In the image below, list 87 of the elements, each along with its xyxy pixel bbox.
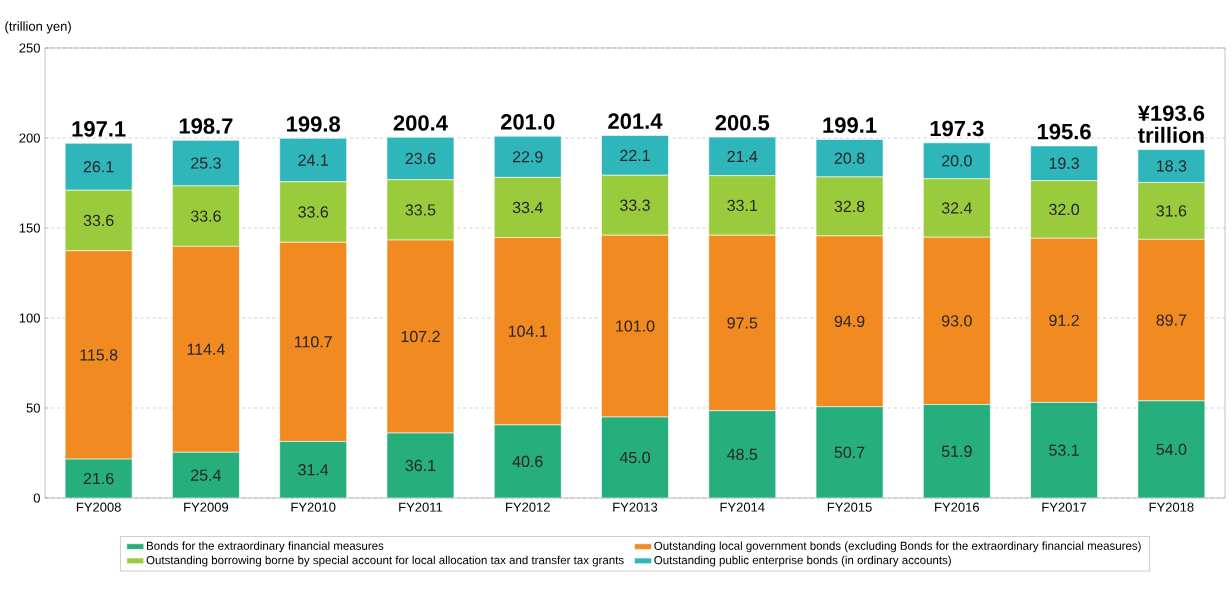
data-label: 33.3	[620, 199, 650, 211]
data-label: 114.4	[187, 343, 225, 355]
legend-label: Outstanding borrowing borne by special account for local allocation tax and transfer tax grants	[146, 555, 624, 567]
data-label: 50.7	[834, 446, 865, 459]
x-tick-label: FY2014	[720, 502, 765, 512]
data-label: 24.1	[298, 154, 328, 166]
total-label: 200.4	[393, 115, 448, 131]
data-label: 104.1	[508, 325, 547, 337]
data-label: 53.1	[1049, 444, 1079, 456]
data-label: 94.9	[834, 315, 865, 327]
bar	[172, 451, 240, 498]
x-tick-label: FY2017	[1042, 502, 1087, 512]
data-label: 32.0	[1049, 203, 1080, 216]
x-tick-label: FY2011	[399, 502, 443, 512]
data-label: 48.5	[727, 448, 758, 461]
total-label: 200.5	[715, 114, 770, 131]
y-axis-title: (trillion yen)	[5, 21, 71, 34]
bar	[815, 406, 884, 498]
x-tick-label: FY2008	[76, 502, 121, 512]
data-label: 33.6	[83, 214, 114, 227]
y-tick-label: 0	[33, 493, 40, 503]
data-label: 22.1	[620, 149, 650, 161]
total-label: 199.1	[823, 117, 877, 133]
total-label: 201.4	[608, 113, 663, 129]
legend-label: Outstanding public enterprise bonds (in ordinary accounts)	[654, 555, 951, 567]
data-label: 19.3	[1049, 157, 1079, 169]
total-label: 197.1	[72, 121, 126, 137]
x-tick-label: FY2016	[935, 502, 980, 512]
total-label: 198.7	[179, 118, 233, 134]
x-tick-label: FY2012	[506, 502, 550, 512]
data-label: 33.5	[405, 204, 436, 216]
data-label: 20.8	[834, 152, 865, 164]
x-tick-label: FY2013	[613, 502, 658, 512]
x-tick-label: FY2009	[184, 502, 229, 512]
total-label: ¥193.6 trillion	[1137, 105, 1205, 143]
y-tick-label: 200	[19, 133, 40, 143]
bar	[708, 410, 777, 498]
data-label: 32.4	[941, 202, 972, 214]
data-label: 93.0	[942, 315, 972, 327]
y-tick-label: 100	[19, 313, 40, 323]
data-label: 23.6	[405, 152, 436, 165]
data-label: 21.6	[83, 472, 114, 485]
total-label: 201.0	[500, 114, 555, 130]
data-label: 115.8	[80, 349, 118, 361]
y-tick-label: 250	[19, 43, 40, 53]
data-label: 97.5	[727, 317, 758, 329]
data-label: 33.6	[190, 210, 221, 222]
total-label: 197.3	[930, 120, 984, 137]
x-tick-label: FY2010	[291, 502, 336, 512]
bar	[1137, 400, 1206, 498]
data-label: 101.0	[616, 320, 655, 332]
data-label: 25.4	[191, 469, 222, 481]
bar	[386, 433, 454, 498]
data-label: 31.4	[298, 464, 329, 476]
bar	[279, 441, 347, 498]
data-label: 32.8	[834, 200, 865, 213]
data-label: 33.4	[512, 201, 543, 214]
data-label: 54.0	[1156, 443, 1187, 456]
y-tick-label: 150	[19, 223, 40, 233]
data-label: 18.3	[1157, 160, 1187, 172]
data-label: 31.6	[1156, 205, 1187, 217]
data-label: 110.7	[294, 336, 332, 348]
x-tick-label: FY2015	[827, 502, 872, 512]
data-label: 21.4	[727, 150, 758, 162]
data-label: 33.1	[727, 199, 758, 212]
data-label: 33.6	[298, 206, 329, 218]
total-label: 199.8	[287, 116, 341, 132]
legend-label: Outstanding local government bonds (excluding Bonds for the extraordinary financial measures)	[654, 541, 1141, 553]
bar	[1030, 402, 1098, 498]
x-tick-label: FY2018	[1149, 502, 1194, 512]
data-label: 36.1	[405, 459, 436, 472]
data-label: 107.2	[401, 330, 440, 343]
data-label: 40.6	[512, 455, 543, 468]
bar	[601, 416, 669, 498]
bar	[493, 424, 562, 498]
bar	[923, 404, 991, 498]
data-label: 45.0	[619, 451, 650, 464]
total-label: 195.6	[1037, 123, 1091, 140]
data-label: 22.9	[512, 151, 543, 163]
data-label: 26.1	[83, 161, 114, 173]
data-label: 51.9	[941, 445, 972, 457]
y-tick-label: 50	[26, 403, 40, 413]
data-label: 25.3	[191, 157, 221, 169]
data-label: 89.7	[1156, 314, 1187, 326]
data-label: 91.2	[1049, 314, 1079, 326]
legend-label: Bonds for the extraordinary financial measures	[146, 541, 384, 553]
data-label: 20.0	[942, 155, 972, 167]
